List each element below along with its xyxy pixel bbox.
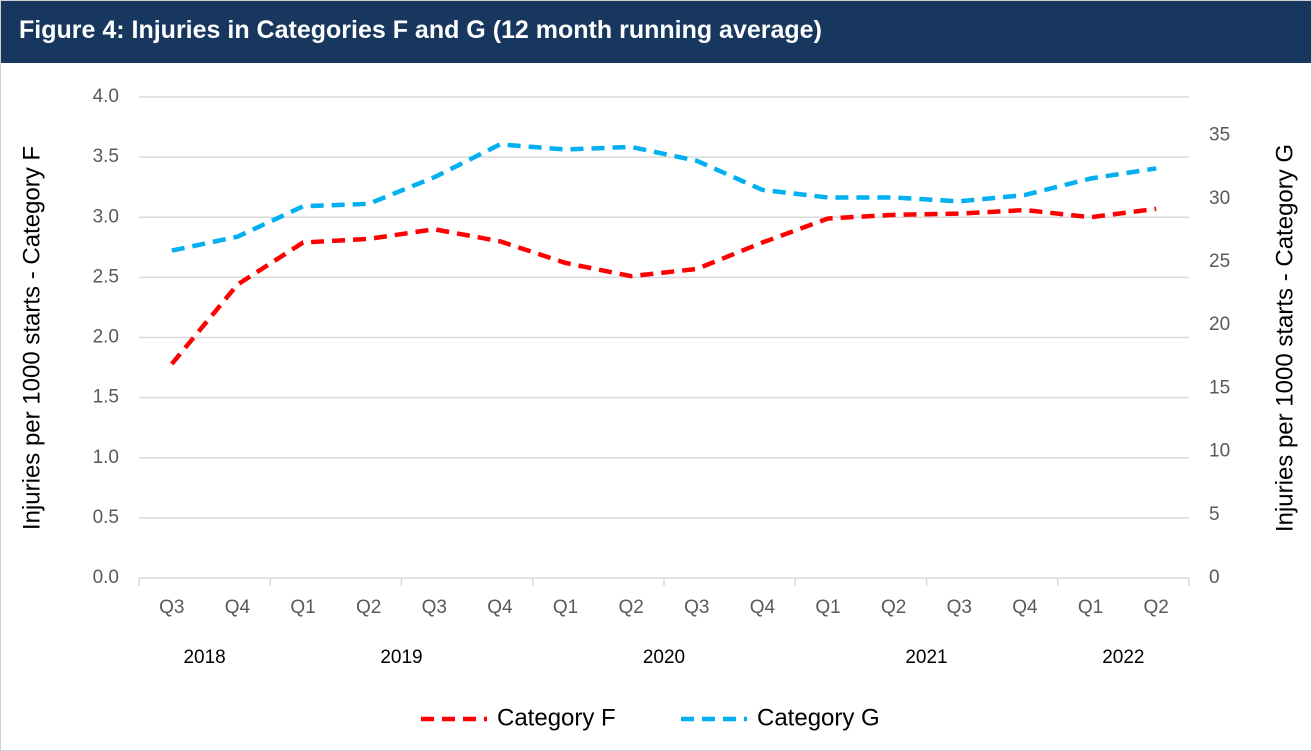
y2-tick-label: 10 <box>1209 441 1230 462</box>
x-tick-label: Q4 <box>1012 597 1038 618</box>
x-tick-label: Q1 <box>1078 597 1103 618</box>
x-tick-label: Q3 <box>684 597 709 618</box>
year-label: 2019 <box>380 647 422 668</box>
y-tick-label: 4.0 <box>93 86 119 107</box>
x-tick-label: Q3 <box>422 597 447 618</box>
y-axis-title: Injuries per 1000 starts - Category F <box>18 146 45 530</box>
chart-title: Figure 4: Injuries in Categories F and G… <box>19 16 822 44</box>
x-tick-label: Q2 <box>1144 597 1169 618</box>
legend-label: Category G <box>757 704 880 731</box>
y-tick-label: 3.0 <box>93 206 119 227</box>
y2-axis-title: Injuries per 1000 starts - Category G <box>1271 144 1298 532</box>
y2-tick-label: 15 <box>1209 377 1230 398</box>
x-tick-label: Q2 <box>881 597 906 618</box>
y-tick-label: 2.5 <box>93 266 119 287</box>
y2-tick-label: 25 <box>1209 251 1230 272</box>
x-tick-label: Q4 <box>750 597 776 618</box>
y2-tick-label: 5 <box>1209 504 1220 525</box>
x-tick-label: Q1 <box>553 597 578 618</box>
legend-label: Category F <box>497 704 616 731</box>
x-tick-label: Q3 <box>947 597 972 618</box>
series-line <box>171 142 1157 253</box>
y-tick-label: 0.5 <box>93 507 119 528</box>
year-label: 2021 <box>905 647 947 668</box>
x-tick-label: Q2 <box>356 597 381 618</box>
y-tick-label: 1.5 <box>93 387 119 408</box>
x-tick-label: Q4 <box>487 597 513 618</box>
header: Figure 4: Injuries in Categories F and G… <box>1 1 1311 63</box>
y-tick-label: 2.0 <box>93 327 119 348</box>
x-tick-label: Q2 <box>619 597 644 618</box>
series-line <box>170 206 1157 366</box>
y2-tick-label: 35 <box>1209 125 1230 146</box>
y2-tick-label: 0 <box>1209 567 1220 588</box>
y2-tick-label: 20 <box>1209 314 1230 335</box>
x-tick-label: Q4 <box>225 597 251 618</box>
y-tick-label: 0.0 <box>93 567 119 588</box>
year-label: 2018 <box>183 647 225 668</box>
year-label: 2020 <box>643 647 685 668</box>
year-label: 2022 <box>1102 647 1144 668</box>
y2-tick-label: 30 <box>1209 188 1230 209</box>
x-tick-label: Q1 <box>290 597 315 618</box>
y-tick-label: 3.5 <box>93 146 119 167</box>
y-tick-label: 1.0 <box>93 447 119 468</box>
x-tick-label: Q3 <box>159 597 184 618</box>
x-tick-label: Q1 <box>815 597 840 618</box>
